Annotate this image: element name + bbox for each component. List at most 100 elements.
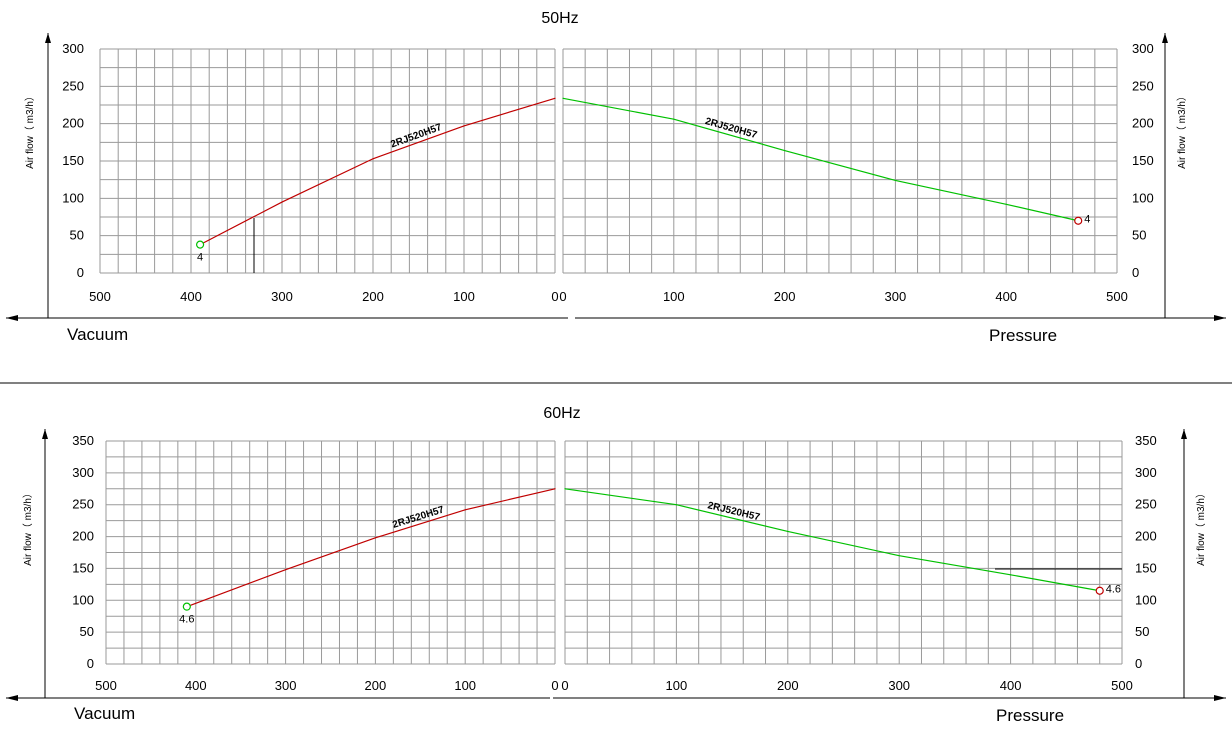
vacuum-end-label: 4.6 — [179, 614, 194, 626]
y-tick-label-right: 300 — [1132, 41, 1154, 56]
pressure-data-point — [1010, 574, 1012, 576]
pressure-grid — [564, 440, 1123, 665]
y-tick-label-left: 300 — [72, 465, 94, 480]
pressure-data-point — [673, 118, 675, 120]
x-axis-vacuum-arrow — [6, 315, 18, 321]
y-axis-right-arrow — [1162, 33, 1168, 43]
y-tick-label-right: 150 — [1135, 560, 1157, 575]
vacuum-curve — [186, 488, 556, 608]
y-tick-label-left: 0 — [87, 656, 94, 671]
pressure-end-marker — [1074, 216, 1083, 225]
pressure-data-point — [562, 97, 564, 99]
y-tick-label-right: 0 — [1135, 656, 1142, 671]
y-tick-label-left: 200 — [72, 529, 94, 544]
pressure-grid — [562, 48, 1118, 274]
y-tick-label-right: 100 — [1132, 190, 1154, 205]
y-axis-left-arrow — [42, 429, 48, 439]
x-tick-label-vacuum: 500 — [89, 289, 111, 304]
vacuum-grid — [105, 440, 556, 665]
x-tick-label-vacuum: 400 — [185, 678, 207, 693]
y-tick-label-right: 250 — [1132, 78, 1154, 93]
y-tick-label-left: 0 — [77, 265, 84, 280]
x-tick-label-vacuum: 300 — [275, 678, 297, 693]
x-tick-label-vacuum: 100 — [453, 289, 475, 304]
x-tick-label-pressure: 100 — [666, 678, 688, 693]
x-tick-label-pressure: 500 — [1106, 289, 1128, 304]
x-tick-label-pressure: 0 — [559, 289, 566, 304]
pressure-label: Pressure — [989, 326, 1057, 345]
y-tick-label-right: 250 — [1135, 497, 1157, 512]
y-tick-label-left: 50 — [80, 624, 94, 639]
y-tick-label-left: 50 — [70, 228, 84, 243]
pressure-label: Pressure — [996, 706, 1064, 725]
pressure-series-label: 2RJ520H57 — [704, 116, 759, 141]
vacuum-end-label: 4 — [197, 252, 203, 264]
pressure-data-point — [787, 530, 789, 533]
pressure-curve — [564, 488, 1100, 592]
y-tick-label-right: 50 — [1135, 624, 1149, 639]
vacuum-label: Vacuum — [74, 704, 135, 723]
y-tick-label-left: 250 — [72, 497, 94, 512]
x-tick-label-pressure: 0 — [561, 678, 568, 693]
pressure-data-point — [564, 488, 566, 490]
pressure-end-marker — [1095, 586, 1104, 595]
y-tick-label-right: 200 — [1135, 529, 1157, 544]
y-tick-label-right: 200 — [1132, 116, 1154, 131]
vacuum-data-point — [554, 488, 556, 490]
y-axis-label-right: Air flow（ m3/h） — [1176, 91, 1188, 169]
y-tick-label-left: 300 — [62, 41, 84, 56]
x-tick-label-vacuum: 500 — [95, 678, 117, 693]
y-tick-label-left: 350 — [72, 433, 94, 448]
panel-title: 60Hz — [543, 405, 580, 422]
y-tick-label-right: 150 — [1132, 153, 1154, 168]
pressure-data-point — [894, 179, 897, 182]
y-tick-label-left: 250 — [62, 78, 84, 93]
x-tick-label-vacuum: 0 — [551, 289, 558, 304]
y-axis-left-arrow — [45, 33, 51, 43]
y-axis-label-right: Air flow（ m3/h） — [1195, 488, 1207, 566]
pressure-data-point — [1005, 203, 1007, 205]
pressure-end-label: 4.6 — [1106, 584, 1121, 596]
panel-title: 50Hz — [541, 10, 578, 27]
pressure-end-label: 4 — [1084, 214, 1090, 226]
vacuum-curve — [199, 97, 556, 246]
x-tick-label-vacuum: 200 — [362, 289, 384, 304]
vacuum-series-label: 2RJ520H57 — [391, 504, 446, 531]
panel-60hz: 60Hz Air flow（ m3/h） Air flow（ m3/h） Vac… — [6, 405, 1226, 725]
pressure-data-point — [675, 504, 678, 506]
y-tick-label-left: 150 — [62, 153, 84, 168]
x-tick-label-pressure: 100 — [663, 289, 685, 304]
pressure-curve — [562, 97, 1079, 222]
x-axis-pressure-arrow — [1214, 695, 1226, 701]
vacuum-data-point — [464, 509, 466, 511]
y-tick-label-left: 200 — [62, 116, 84, 131]
y-axis-right-arrow — [1181, 429, 1187, 439]
vacuum-data-point — [372, 158, 374, 160]
x-tick-label-vacuum: 300 — [271, 289, 293, 304]
pressure-series-label: 2RJ520H57 — [706, 500, 761, 523]
vacuum-end-marker — [196, 240, 205, 249]
y-axis-label-left: Air flow（ m3/h） — [22, 488, 34, 566]
x-tick-label-vacuum: 100 — [454, 678, 476, 693]
x-tick-label-vacuum: 0 — [551, 678, 558, 693]
x-tick-label-pressure: 300 — [888, 678, 910, 693]
panel-50hz: 50Hz Air flow（ m3/h） Air flow（ m3/h） Vac… — [6, 10, 1226, 345]
y-tick-label-right: 100 — [1135, 592, 1157, 607]
y-tick-label-right: 350 — [1135, 433, 1157, 448]
x-axis-pressure-arrow — [1214, 315, 1226, 321]
y-tick-label-left: 150 — [72, 560, 94, 575]
vacuum-grid — [99, 48, 556, 274]
y-tick-label-right: 0 — [1132, 265, 1139, 280]
vacuum-data-point — [281, 201, 283, 203]
x-tick-label-pressure: 400 — [995, 289, 1017, 304]
x-tick-label-pressure: 200 — [777, 678, 799, 693]
x-tick-label-pressure: 300 — [885, 289, 907, 304]
vacuum-data-point — [554, 97, 556, 99]
x-tick-label-pressure: 200 — [774, 289, 796, 304]
pressure-data-point — [898, 555, 900, 557]
vacuum-end-marker — [182, 602, 191, 611]
x-tick-label-pressure: 400 — [1000, 678, 1022, 693]
x-axis-vacuum-arrow — [6, 695, 18, 701]
